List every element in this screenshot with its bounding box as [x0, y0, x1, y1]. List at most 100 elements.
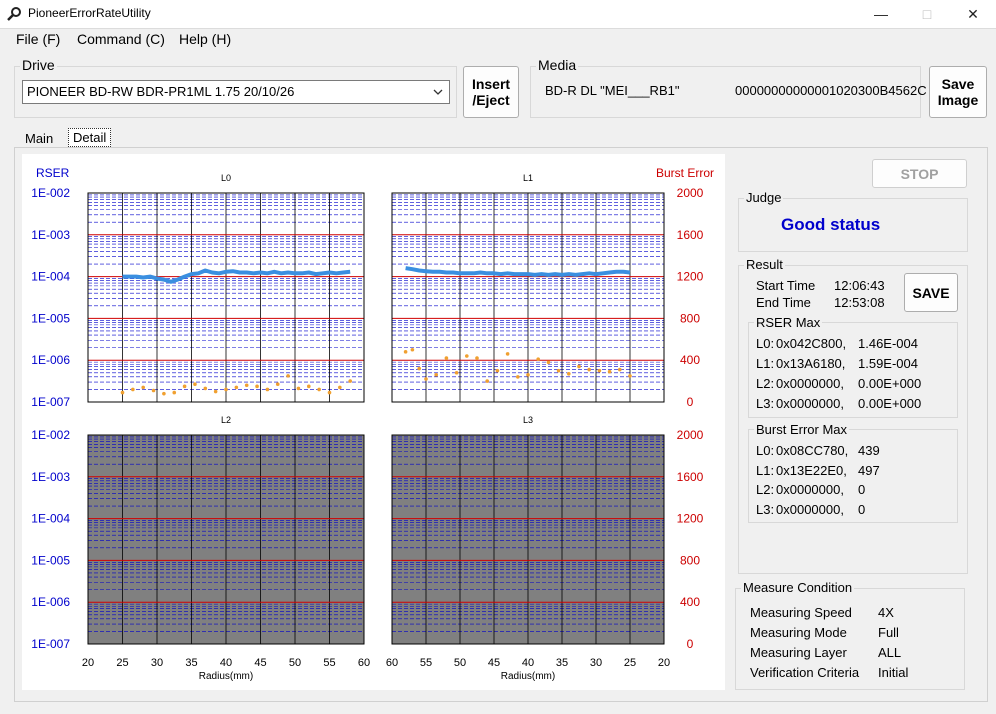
- burst-error-point: [338, 385, 342, 390]
- drive-group-label: Drive: [20, 57, 57, 73]
- burst-tick-label: 400: [680, 353, 700, 367]
- panel-label: L3: [523, 415, 533, 425]
- burst-max-group: [748, 429, 958, 523]
- burst-error-point: [424, 377, 428, 381]
- measure-row-label: Measuring Layer: [750, 645, 847, 660]
- x-tick-label: 40: [522, 657, 534, 669]
- burst-error-point: [587, 367, 591, 372]
- burst-tick-label: 800: [680, 553, 700, 567]
- judge-group: [738, 198, 968, 252]
- measure-row-label: Measuring Mode: [750, 625, 847, 640]
- burst-error-point: [296, 386, 301, 391]
- x-tick-label: 60: [358, 657, 370, 669]
- burst-error-point: [597, 368, 602, 373]
- burst-error-point: [444, 356, 449, 360]
- burst-error-point: [628, 374, 632, 378]
- burst-row-address: 0x0000000,: [776, 501, 844, 517]
- measure-row-value: 4X: [878, 605, 894, 620]
- media-group: [530, 66, 921, 118]
- plot-frame: [87, 192, 365, 403]
- save-image-label-1: Save: [941, 76, 975, 92]
- burst-tick-label: 800: [680, 311, 700, 325]
- end-time-label: End Time: [756, 295, 811, 310]
- tab-detail[interactable]: Detail: [68, 128, 112, 147]
- measure-row-value: ALL: [878, 645, 902, 660]
- save-image-button[interactable]: Save Image: [929, 66, 987, 118]
- menu-help[interactable]: Help (H): [179, 31, 232, 47]
- plot-frame: [391, 434, 665, 645]
- drive-select-value: PIONEER BD-RW BDR-PR1ML 1.75 20/10/26: [27, 84, 295, 99]
- rser-row-value: 0.00E+000: [858, 396, 922, 411]
- drive-select[interactable]: PIONEER BD-RW BDR-PR1ML 1.75 20/10/26: [22, 80, 450, 104]
- tab-main[interactable]: Main: [25, 131, 54, 146]
- wrench-icon: [7, 7, 21, 21]
- rser-tick-label: 1E-002: [31, 428, 70, 442]
- burst-error-point: [505, 352, 510, 356]
- x-tick-label: 30: [590, 657, 602, 669]
- x-tick-label: 50: [454, 657, 466, 669]
- burst-axis-label: Burst Error: [656, 166, 714, 180]
- burst-error-point: [607, 369, 612, 374]
- stop-button[interactable]: STOP: [872, 159, 967, 188]
- plot-frame: [87, 434, 365, 645]
- burst-error-point: [577, 364, 581, 369]
- rser-max-label: RSER Max: [754, 315, 823, 330]
- rser-tick-label: 1E-006: [31, 353, 70, 367]
- x-tick-label: 45: [488, 657, 500, 669]
- save-result-button[interactable]: SAVE: [904, 273, 958, 312]
- rser-row-layer: L2:: [756, 376, 775, 391]
- burst-error-point: [131, 387, 135, 392]
- panel-label: L1: [523, 173, 533, 183]
- x-tick-label: 50: [289, 657, 301, 669]
- burst-tick-label: 2000: [677, 186, 704, 200]
- burst-error-point: [417, 366, 422, 371]
- rser-row-address: 0x042C800,: [776, 336, 847, 351]
- burst-error-point: [403, 350, 408, 354]
- rser-tick-label: 1E-004: [31, 512, 70, 526]
- window-title: PioneerErrorRateUtility: [28, 6, 151, 20]
- x-tick-label: 45: [254, 657, 266, 669]
- media-group-label: Media: [536, 57, 579, 73]
- chevron-down-icon: [433, 89, 443, 95]
- burst-row-value: 0: [858, 482, 866, 497]
- media-type: BD-R DL "MEI___RB1": [545, 83, 680, 98]
- x-tick-label: 40: [220, 657, 232, 669]
- rser-tick-label: 1E-004: [31, 270, 70, 284]
- rser-tick-label: 1E-002: [31, 186, 70, 200]
- x-tick-label: 20: [658, 657, 670, 669]
- burst-tick-label: 1600: [677, 470, 704, 484]
- menu-file[interactable]: File (F): [16, 31, 61, 47]
- measure-row-label: Verification Criteria: [750, 665, 860, 680]
- x-tick-label: 25: [624, 657, 636, 669]
- menu-command[interactable]: Command (C): [77, 31, 165, 47]
- judge-status: Good status: [781, 215, 881, 234]
- rser-tick-label: 1E-005: [31, 311, 70, 325]
- burst-error-point: [546, 360, 551, 365]
- insert-eject-label-1: Insert: [471, 76, 511, 92]
- burst-error-point: [465, 354, 469, 358]
- rser-series-line: [122, 268, 351, 284]
- rser-axis-label: RSER: [36, 166, 70, 180]
- burst-row-address: 0x08CC780,: [776, 443, 849, 458]
- burst-tick-label: 400: [680, 595, 700, 609]
- maximize-button[interactable]: □: [922, 6, 932, 22]
- end-time-value: 12:53:08: [834, 295, 885, 310]
- measure-row-value: Initial: [878, 665, 909, 680]
- burst-error-point: [485, 379, 490, 383]
- insert-eject-button[interactable]: Insert /Eject: [463, 66, 519, 118]
- measure-row-value: Full: [878, 625, 899, 640]
- rser-tick-label: 1E-006: [31, 595, 70, 609]
- rser-row-value: 0.00E+000: [858, 376, 922, 391]
- burst-error-point: [410, 347, 415, 352]
- burst-error-point: [317, 387, 321, 392]
- minimize-button[interactable]: —: [874, 6, 888, 22]
- start-time-label: Start Time: [756, 278, 816, 293]
- burst-error-point: [244, 383, 249, 388]
- burst-tick-label: 0: [687, 637, 694, 651]
- burst-error-point: [526, 373, 530, 377]
- burst-row-value: 0: [858, 501, 866, 517]
- result-group: [738, 265, 968, 574]
- burst-row-layer: L3:: [756, 501, 775, 517]
- close-button[interactable]: ✕: [967, 6, 979, 22]
- burst-error-point: [567, 371, 571, 376]
